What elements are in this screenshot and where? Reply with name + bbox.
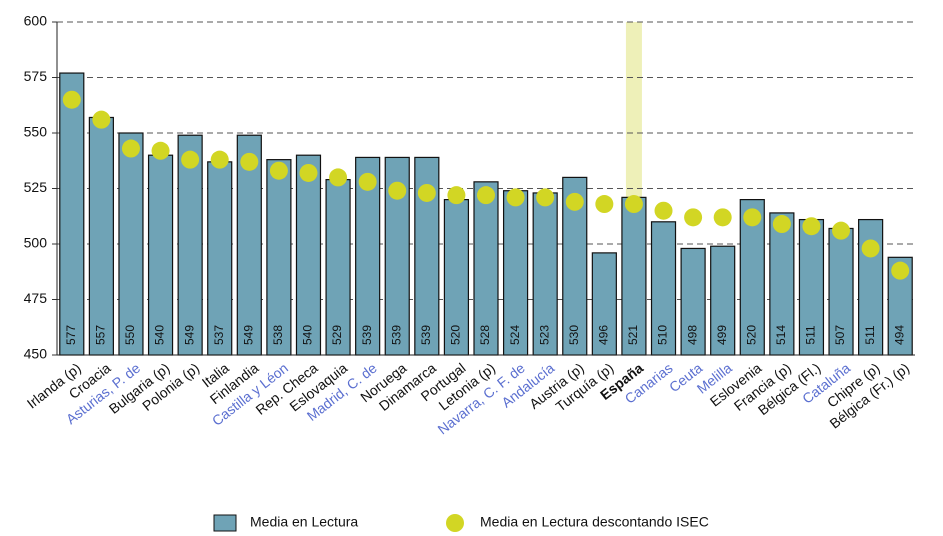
dot (269, 161, 288, 180)
y-tick-label: 450 (24, 346, 48, 362)
value-label: 528 (478, 325, 492, 345)
value-label: 530 (567, 325, 581, 345)
value-label: 539 (419, 325, 433, 345)
value-label: 494 (892, 325, 906, 345)
bar (532, 192, 558, 356)
dot (565, 192, 584, 211)
bar (295, 154, 322, 356)
legend-swatch (213, 514, 237, 532)
dot (329, 168, 348, 187)
bar (473, 181, 499, 356)
value-label: 498 (685, 325, 699, 345)
value-label: 510 (656, 325, 670, 345)
dot (121, 139, 140, 158)
value-label: 557 (94, 325, 108, 345)
legend-swatch (446, 514, 464, 532)
dot (832, 221, 851, 240)
value-label: 520 (449, 325, 463, 345)
dot (210, 150, 229, 169)
value-label: 549 (241, 325, 255, 345)
y-tick-label: 500 (24, 235, 48, 251)
value-label: 511 (863, 325, 877, 344)
bar (591, 252, 617, 356)
dot (802, 217, 821, 236)
value-label: 524 (508, 325, 522, 345)
value-label: 521 (626, 325, 640, 345)
dot (861, 239, 880, 258)
dot (654, 201, 673, 220)
value-label: 537 (212, 325, 226, 345)
value-label: 529 (330, 325, 344, 345)
value-label: 540 (301, 325, 315, 345)
value-label: 496 (597, 325, 611, 345)
bar (650, 221, 677, 356)
bar (710, 245, 736, 356)
y-tick-label: 575 (24, 68, 48, 84)
bar (118, 132, 144, 356)
dot (181, 150, 200, 169)
dot (417, 183, 436, 202)
y-tick-label: 550 (24, 124, 48, 140)
dot (477, 186, 495, 205)
dot (388, 181, 407, 200)
bar (177, 134, 203, 356)
dot (595, 195, 614, 214)
value-label: 499 (715, 325, 729, 345)
bar (236, 134, 262, 356)
dot (240, 152, 259, 171)
dot (92, 110, 111, 129)
legend-label: Media en Lectura (250, 514, 358, 530)
dot (536, 188, 555, 207)
bar (266, 159, 292, 356)
value-label: 539 (389, 325, 403, 345)
value-label: 538 (271, 325, 285, 345)
value-label: 514 (774, 325, 788, 345)
bar (769, 212, 795, 356)
dot (772, 215, 791, 234)
dot (358, 172, 377, 191)
y-tick-label: 600 (24, 13, 48, 29)
bar (59, 72, 85, 356)
dot (713, 208, 732, 227)
y-tick-label: 525 (24, 179, 48, 195)
dot (447, 186, 466, 205)
dot (743, 208, 762, 227)
value-label: 577 (64, 325, 78, 345)
value-label: 539 (360, 325, 374, 345)
value-label: 540 (153, 325, 167, 345)
value-label: 549 (182, 325, 196, 345)
bar (88, 116, 114, 356)
value-label: 511 (804, 325, 818, 344)
value-label: 507 (833, 325, 847, 345)
dot (151, 141, 170, 160)
value-label: 523 (537, 325, 551, 345)
y-tick-label: 475 (24, 290, 48, 306)
bar (443, 199, 470, 356)
dot (299, 163, 318, 182)
value-label: 550 (123, 325, 137, 345)
dot (891, 261, 910, 280)
dot (684, 208, 703, 227)
dot (624, 195, 643, 214)
value-label: 520 (744, 325, 758, 345)
legend-label: Media en Lectura descontando ISEC (480, 514, 709, 530)
bar (502, 190, 529, 356)
dot (506, 188, 525, 207)
dot (62, 90, 81, 109)
